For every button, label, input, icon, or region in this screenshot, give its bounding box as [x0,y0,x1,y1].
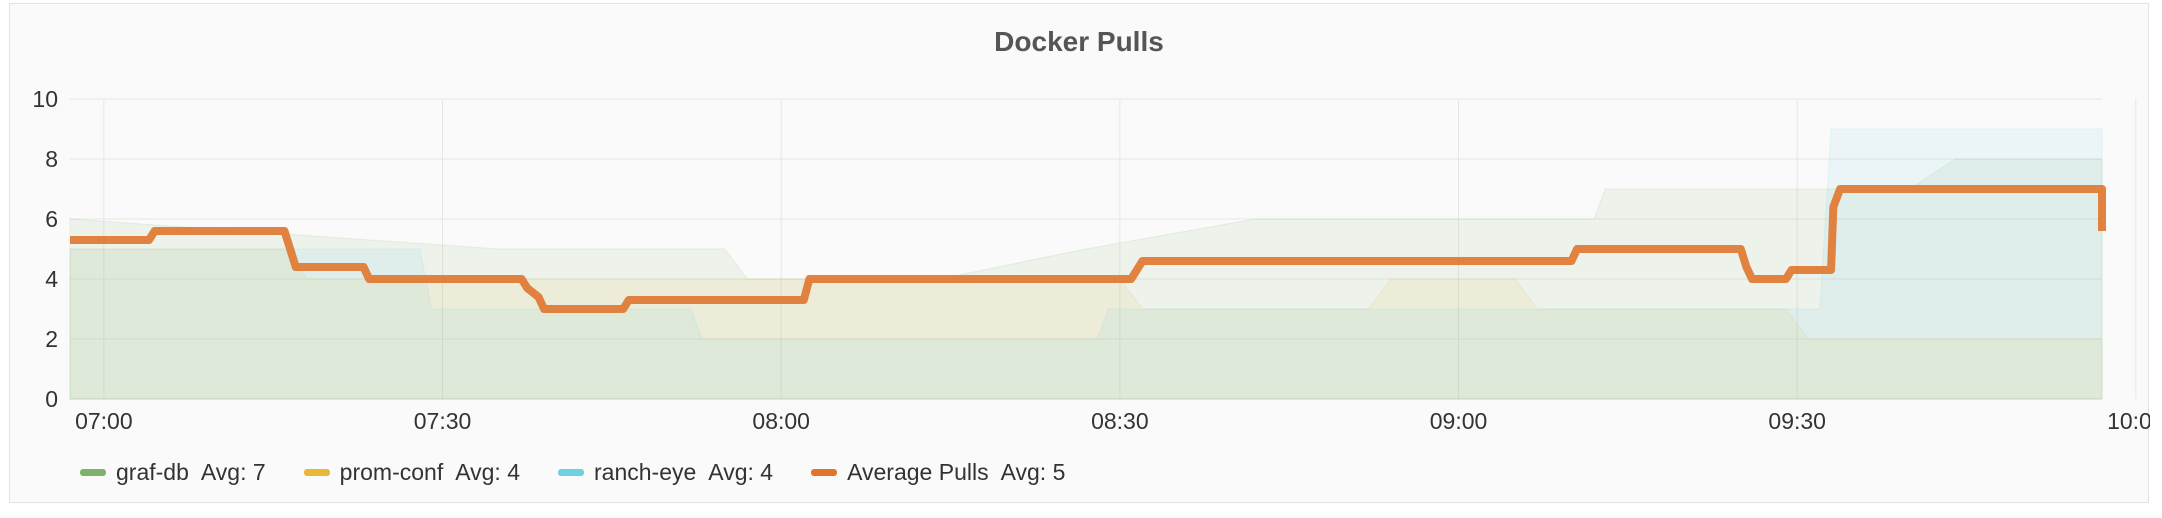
x-tick-label: 07:00 [75,408,133,434]
legend-avg: Avg: 5 [1000,459,1066,485]
y-tick-label: 2 [45,326,58,352]
series-line-Average Pulls [70,185,2106,313]
legend-avg: Avg: 4 [455,459,521,485]
chart-panel: Docker Pulls 0 2 4 6 8 10 07:00 07:30 08:00 08:30… [9,3,2150,503]
y-tick-label: 6 [45,206,58,232]
legend-label: ranch-eye [594,459,697,485]
legend-swatch [80,469,106,476]
legend-swatch [811,469,838,476]
chart-plot: 0 2 4 6 8 10 07:00 07:30 08:00 08:30 09:00 09:30 10:… [32,86,2150,434]
x-tick-label: 07:30 [414,408,472,434]
legend-swatch [558,469,585,476]
legend-avg: Avg: 4 [708,459,774,485]
y-tick-label: 10 [32,86,58,112]
x-tick-label: 10:00 [2107,408,2150,434]
y-tick-label: 4 [45,266,58,292]
chart-title: Docker Pulls [994,26,1164,57]
legend-item-graf-db[interactable]: graf-db Avg: 7 [80,459,278,486]
x-tick-label: 08:00 [752,408,810,434]
x-tick-label: 08:30 [1091,408,1149,434]
legend-swatch [303,469,330,476]
y-tick-label: 8 [45,146,58,172]
legend-item-ranch-eye[interactable]: ranch-eye Avg: 4 [558,459,785,486]
x-tick-label: 09:30 [1768,408,1826,434]
legend-label: Average Pulls [847,459,989,485]
legend-label: prom-conf [339,459,444,485]
y-tick-label: 0 [45,386,58,412]
legend-item-prom-conf[interactable]: prom-conf Avg: 4 [303,459,532,486]
series-area-ranch-eye [69,128,2103,400]
x-tick-label: 09:00 [1430,408,1488,434]
legend-label: graf-db [116,459,189,485]
chart-legend: graf-db Avg: 7 prom-conf Avg: 4 ranch-eye A… [80,459,1077,486]
legend-item-average-pulls[interactable]: Average Pulls Avg: 5 [811,459,1077,486]
legend-avg: Avg: 7 [200,459,266,485]
